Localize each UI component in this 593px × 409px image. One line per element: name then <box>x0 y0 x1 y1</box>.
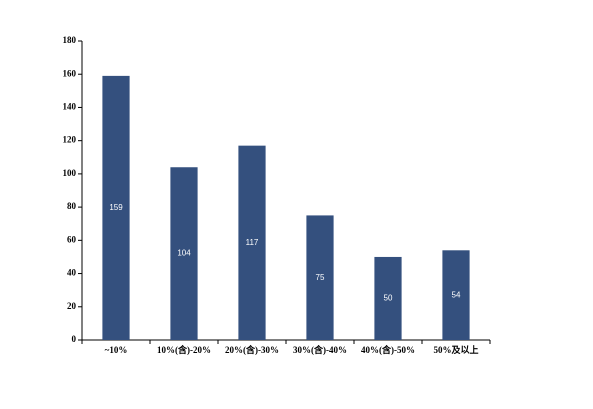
bar <box>374 256 402 340</box>
bar <box>238 145 266 340</box>
value-label: 54 <box>452 290 461 299</box>
y-tick-label: 20 <box>67 301 77 311</box>
y-tick-label: 0 <box>72 334 77 344</box>
value-label: 104 <box>177 249 191 258</box>
y-tick-label: 120 <box>63 135 77 145</box>
value-label: 50 <box>384 294 393 303</box>
y-tick-label: 60 <box>67 234 77 244</box>
y-tick-label: 80 <box>67 201 77 211</box>
x-tick-label: 10%(含)-20% <box>157 344 211 355</box>
y-tick-label: 160 <box>63 68 77 78</box>
value-label: 159 <box>109 203 123 212</box>
x-tick-label: 20%(含)-30% <box>225 344 279 355</box>
x-tick-label: 40%(含)-50% <box>361 344 415 355</box>
value-label: 117 <box>246 238 259 247</box>
bar <box>102 75 130 340</box>
y-tick-label: 40 <box>67 268 77 278</box>
value-label: 75 <box>316 273 325 282</box>
bar <box>442 250 470 340</box>
y-tick-label: 180 <box>63 35 77 45</box>
x-tick-label: 50%及以上 <box>433 344 478 355</box>
y-tick-label: 100 <box>63 168 77 178</box>
bar <box>306 215 334 340</box>
x-tick-label: 30%(含)-40% <box>293 344 347 355</box>
y-tick-label: 140 <box>63 102 77 112</box>
x-tick-label: ~10% <box>105 345 128 355</box>
bar <box>170 167 198 340</box>
